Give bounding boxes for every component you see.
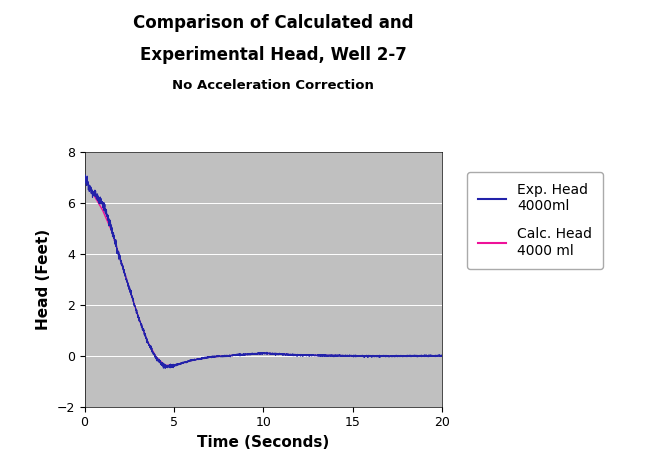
Text: Experimental Head, Well 2-7: Experimental Head, Well 2-7 [140, 46, 406, 64]
X-axis label: Time (Seconds): Time (Seconds) [197, 435, 330, 450]
Y-axis label: Head (Feet): Head (Feet) [36, 229, 51, 330]
Text: No Acceleration Correction: No Acceleration Correction [172, 79, 374, 91]
Text: Comparison of Calculated and: Comparison of Calculated and [133, 14, 413, 32]
Legend: Exp. Head
4000ml, Calc. Head
4000 ml: Exp. Head 4000ml, Calc. Head 4000 ml [467, 172, 603, 268]
